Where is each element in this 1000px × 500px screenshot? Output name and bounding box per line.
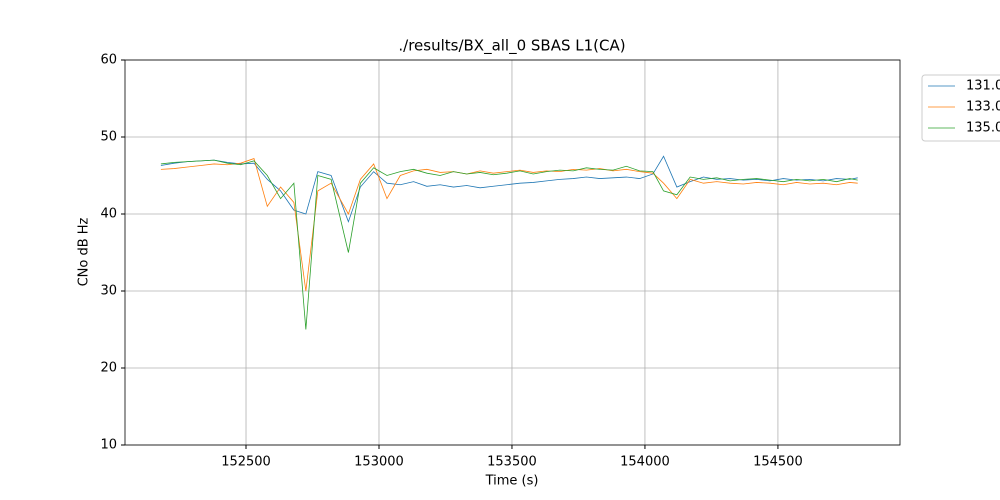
y-tick-label: 60 (100, 53, 117, 68)
legend-label: 131.0 (966, 79, 1000, 94)
y-tick-label: 20 (100, 361, 117, 376)
series-line (160, 158, 858, 292)
y-tick-label: 50 (100, 130, 117, 145)
x-tick-label: 153000 (354, 455, 404, 470)
x-tick-label: 154000 (620, 455, 670, 470)
legend-label: 133.0 (966, 100, 1000, 115)
x-axis-label: Time (s) (485, 474, 539, 489)
series-line (160, 159, 858, 330)
x-tick-label: 153500 (487, 455, 537, 470)
x-tick-label: 152500 (221, 455, 271, 470)
y-tick-label: 30 (100, 284, 117, 299)
y-axis-label: CNo dB Hz (77, 217, 92, 286)
plot-frame (124, 59, 901, 446)
legend-label: 135.0 (966, 121, 1000, 136)
chart-title: ./results/BX_all_0 SBAS L1(CA) (398, 37, 625, 56)
y-tick-label: 10 (100, 438, 117, 453)
legend-box (921, 74, 1000, 142)
y-tick-label: 40 (100, 207, 117, 222)
series-line (160, 155, 858, 223)
x-tick-label: 154500 (753, 455, 803, 470)
